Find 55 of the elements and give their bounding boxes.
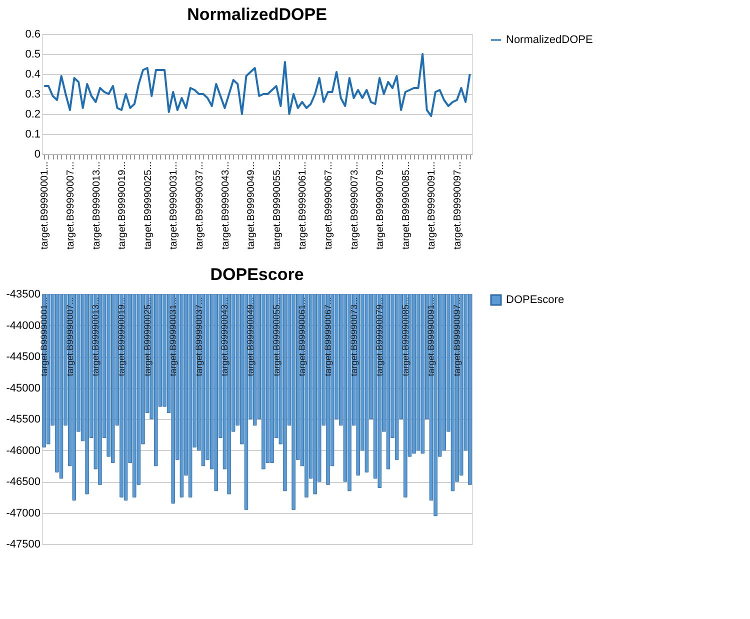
x-tick-label: target.B99990043... — [220, 297, 230, 376]
x-tick-label: target.B99990079... — [375, 162, 386, 250]
x-tick-label: target.B99990061... — [297, 297, 308, 376]
y-tick-label: 0.2 — [25, 108, 40, 120]
x-tick-label: target.B99990007... — [64, 297, 75, 376]
x-tick-label: target.B99990067... — [323, 162, 334, 250]
x-tick-label: target.B99990019... — [117, 162, 128, 250]
line-series — [43, 53, 471, 117]
y-tick-label: -47000 — [6, 507, 40, 520]
legend-label: DOPEscore — [506, 294, 564, 306]
x-tick-label: target.B99990037... — [194, 297, 204, 376]
x-tick-label: target.B99990097... — [452, 297, 462, 376]
x-tick-label: target.B99990043... — [220, 162, 232, 250]
x-tick-label: target.B99990073... — [349, 162, 360, 250]
y-tick-label: 0.1 — [25, 128, 40, 140]
x-tick-label: target.B99990031... — [168, 162, 180, 250]
x-tick-label: target.B99990091... — [426, 162, 438, 250]
chart-title: NormalizedDOPE — [187, 5, 327, 24]
x-tick-label: target.B99990067... — [322, 297, 333, 376]
x-tick-label: target.B99990001... — [40, 162, 51, 250]
y-tick-label: -44000 — [6, 320, 40, 332]
x-tick-label: target.B99990055... — [272, 162, 283, 250]
y-tick-label: -46500 — [6, 476, 40, 488]
x-tick-label: target.B99990049... — [246, 297, 256, 376]
x-tick-label: target.B99990055... — [271, 297, 282, 376]
x-tick-label: target.B99990073... — [348, 297, 359, 376]
y-tick-label: -45000 — [6, 382, 40, 394]
y-tick-label: -46000 — [6, 444, 40, 457]
x-tick-label: target.B99990097... — [452, 162, 464, 250]
x-tick-label: target.B99990025... — [142, 297, 152, 376]
x-tick-label: target.B99990019... — [116, 297, 126, 376]
y-tick-label: 0.6 — [25, 28, 40, 40]
y-tick-label: -43500 — [6, 288, 40, 300]
y-tick-label: 0.5 — [25, 48, 40, 60]
x-tick-label: target.B99990085... — [400, 162, 412, 250]
x-tick-label: target.B99990001... — [39, 297, 50, 376]
x-tick-label: target.B99990061... — [298, 162, 309, 250]
x-tick-label: target.B99990079... — [374, 297, 385, 376]
x-tick-label: target.B99990037... — [194, 162, 206, 250]
y-tick-label: -44500 — [6, 351, 40, 363]
x-tick-label: target.B99990091... — [426, 297, 436, 376]
legend-label: NormalizedDOPE — [506, 34, 593, 46]
y-tick-label: -47500 — [6, 538, 40, 550]
y-tick-label: 0.3 — [25, 88, 40, 100]
x-tick-label: target.B99990013... — [91, 162, 102, 250]
chart-title: DOPEscore — [210, 265, 304, 284]
x-tick-label: target.B99990013... — [90, 297, 101, 376]
y-tick-label: -45500 — [6, 414, 40, 426]
x-tick-label: target.B99990031... — [168, 297, 178, 376]
x-tick-label: target.B99990007... — [65, 162, 76, 250]
x-tick-label: target.B99990049... — [246, 162, 258, 250]
y-tick-label: 0 — [34, 148, 40, 160]
x-tick-label: target.B99990025... — [142, 162, 154, 250]
x-tick-label: target.B99990085... — [400, 297, 410, 376]
y-tick-label: 0.4 — [25, 68, 40, 80]
